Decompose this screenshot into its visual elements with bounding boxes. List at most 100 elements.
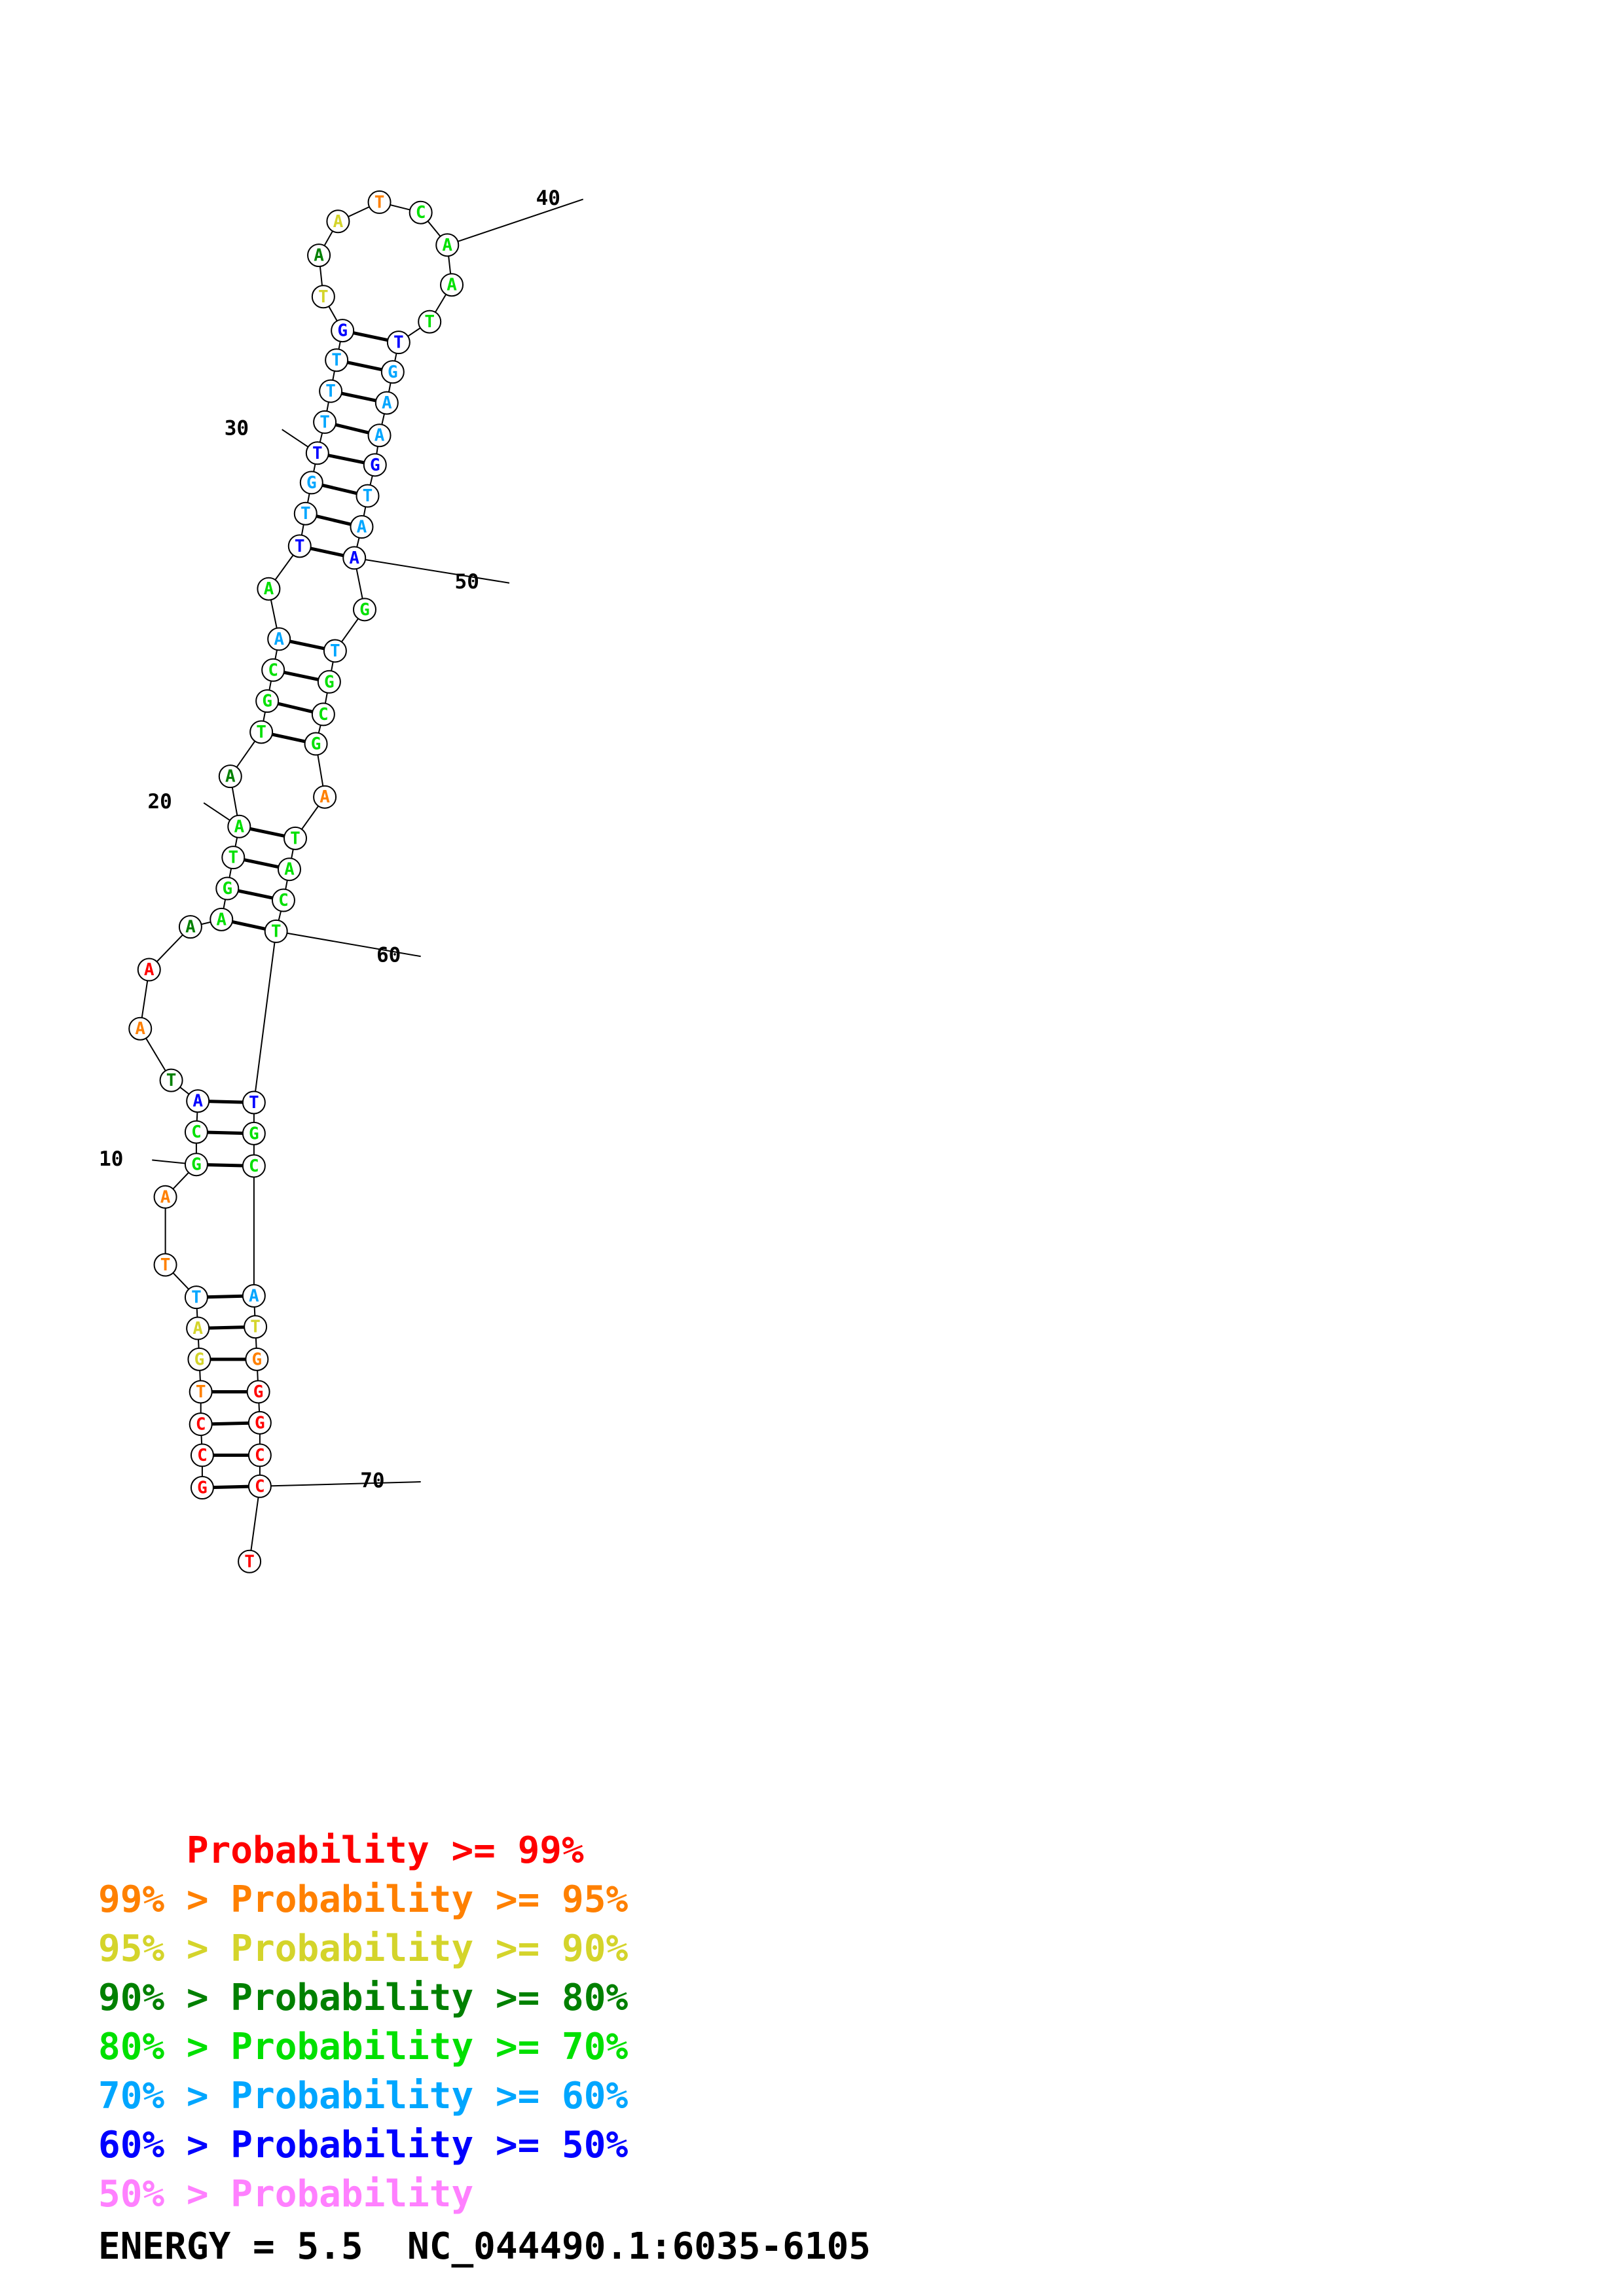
nucleotide-letter: G <box>306 473 317 493</box>
nucleotide-letter: C <box>196 1415 206 1435</box>
nucleotide-letter: T <box>325 382 336 401</box>
position-tick <box>354 557 510 584</box>
nucleotide: G <box>184 1153 208 1177</box>
nucleotide: C <box>409 200 433 224</box>
nucleotide-circle <box>242 1154 266 1178</box>
nucleotide: G <box>187 1347 211 1371</box>
nucleotide: A <box>440 273 464 297</box>
nucleotide: A <box>307 243 331 268</box>
nucleotide-circle <box>187 1347 211 1371</box>
nucleotide-letter: A <box>216 910 227 929</box>
position-label: 60 <box>376 944 401 967</box>
nucleotide-letter: T <box>319 412 330 432</box>
nucleotide-circle <box>325 348 349 372</box>
nucleotide-circle <box>184 1153 208 1177</box>
nucleotide-letter: G <box>191 1155 202 1175</box>
nucleotide: T <box>264 919 288 943</box>
position-tick <box>447 198 584 246</box>
nucleotide: T <box>238 1549 262 1573</box>
legend-entry: 95% > Probability >= 90% <box>98 1924 628 1973</box>
nucleotide: A <box>374 391 399 415</box>
nucleotide-letter: T <box>331 351 342 370</box>
nucleotide-letter: T <box>424 312 435 332</box>
nucleotide: A <box>326 209 350 234</box>
nucleotide-circle <box>261 658 285 682</box>
nucleotide-letter: A <box>333 212 344 232</box>
nucleotide: A <box>178 915 202 939</box>
nucleotide-letter: C <box>268 660 278 680</box>
nucleotide-letter: G <box>249 1124 259 1143</box>
nucleotide-letter: T <box>250 1318 261 1337</box>
nucleotide-letter: G <box>262 692 272 711</box>
nucleotide-circle <box>283 826 307 850</box>
nucleotide-circle <box>159 1068 183 1092</box>
nucleotide-circle <box>247 1474 272 1498</box>
nucleotide-letter: G <box>370 456 380 475</box>
nucleotide-circle <box>245 1347 269 1371</box>
nucleotide-letter: T <box>191 1288 202 1308</box>
nucleotide-circle <box>356 484 380 508</box>
legend-entry: 99% > Probability >= 95% <box>98 1875 628 1924</box>
legend-text: Probability >= 60% <box>230 2075 629 2117</box>
nucleotide-circle <box>317 670 341 694</box>
nucleotide: G <box>299 471 323 495</box>
nucleotide: A <box>313 785 337 809</box>
legend-prefix: 50% > <box>98 2173 231 2215</box>
nucleotide: G <box>247 1410 272 1435</box>
nucleotide: A <box>210 907 234 931</box>
nucleotide-letter: T <box>301 504 311 524</box>
position-label: 30 <box>225 417 249 440</box>
nucleotide: T <box>311 285 335 309</box>
nucleotide-circle <box>435 233 460 257</box>
nucleotide-circle <box>246 1380 270 1404</box>
nucleotide-letter: G <box>311 734 321 754</box>
nucleotide-circle <box>215 876 240 901</box>
backbone <box>139 201 453 1562</box>
position-ticks: 10 20 30 40 50 60 70 <box>99 187 584 1493</box>
nucleotide: A <box>257 577 281 601</box>
nucleotide-letter: A <box>349 548 359 568</box>
nucleotide-circle <box>367 423 392 448</box>
nucleotide-letter: A <box>264 579 274 599</box>
nucleotide: T <box>283 826 307 850</box>
nucleotide: C <box>261 658 285 682</box>
nucleotide: T <box>418 310 442 334</box>
nucleotide-letter: T <box>312 444 323 463</box>
nucleotide-circle <box>242 1121 266 1145</box>
nucleotide: A <box>242 1283 266 1308</box>
nucleotide-circle <box>304 732 328 756</box>
legend-prefix: 80% > <box>98 2026 231 2068</box>
nucleotide-letter: A <box>225 767 236 787</box>
position-label: 50 <box>455 570 479 594</box>
legend-prefix: 95% > <box>98 1928 231 1970</box>
nucleotide-circle <box>305 441 329 465</box>
nucleotide-letter: G <box>359 600 370 620</box>
nucleotide-circle <box>440 273 464 297</box>
nucleotide-circle <box>186 1089 210 1113</box>
nucleotide-circle <box>227 814 251 838</box>
legend-entry: 50% > Probability <box>98 2170 628 2219</box>
nucleotide: T <box>287 534 312 558</box>
legend-entry: 80% > Probability >= 70% <box>98 2022 628 2072</box>
nucleotide: A <box>350 515 374 539</box>
nucleotide-letter: A <box>135 1019 145 1039</box>
nucleotide-letter: G <box>324 672 335 692</box>
nucleotide: A <box>435 233 460 257</box>
legend-entry: 60% > Probability >= 50% <box>98 2121 628 2170</box>
nucleotide-letter: T <box>393 333 404 353</box>
nucleotide-letter: G <box>252 1350 263 1369</box>
nucleotide-circle <box>264 919 288 943</box>
nucleotide: C <box>311 702 335 726</box>
nucleotide-letter: T <box>363 486 373 506</box>
nucleotide-circle <box>323 639 347 663</box>
nucleotide-circle <box>257 577 281 601</box>
nucleotide: G <box>352 598 376 622</box>
nucleotide: T <box>249 720 274 744</box>
nucleotide-circle <box>363 453 387 477</box>
nucleotide-letter: A <box>374 426 385 446</box>
nucleotide-letter: G <box>388 363 398 382</box>
nucleotide: G <box>242 1121 266 1145</box>
nucleotide-circle <box>307 243 331 268</box>
